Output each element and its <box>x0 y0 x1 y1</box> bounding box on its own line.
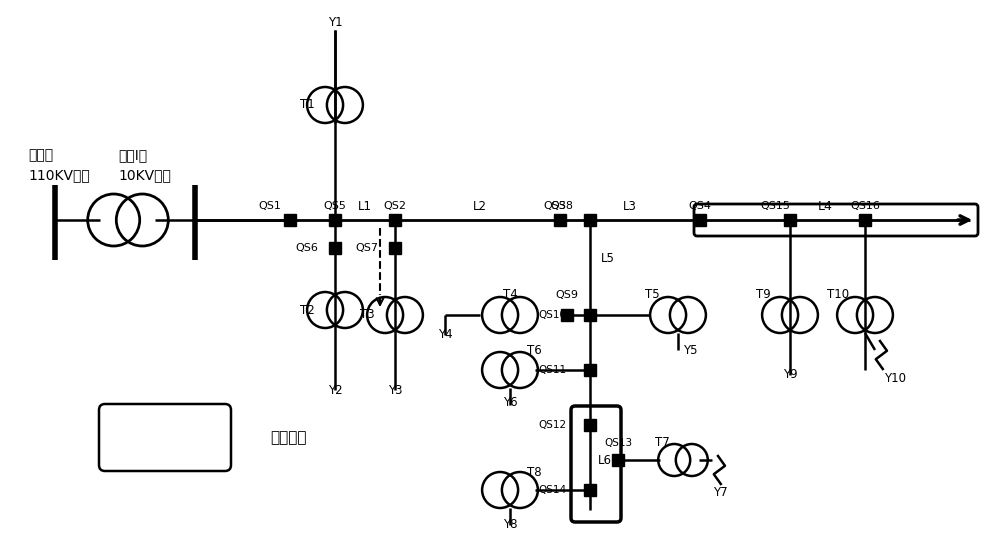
Text: Y10: Y10 <box>884 372 906 385</box>
Text: QS8: QS8 <box>550 201 574 211</box>
Text: L2: L2 <box>473 199 487 213</box>
Text: T1: T1 <box>300 99 314 112</box>
Bar <box>612 454 624 466</box>
Text: QS4: QS4 <box>688 201 712 211</box>
Text: Y9: Y9 <box>783 368 797 381</box>
Text: 东六I线: 东六I线 <box>118 148 147 162</box>
Text: 110KV母线: 110KV母线 <box>28 168 90 182</box>
Text: Y6: Y6 <box>503 396 517 409</box>
Bar <box>329 242 341 254</box>
Text: Y1: Y1 <box>328 15 342 28</box>
Text: QS11: QS11 <box>538 365 566 375</box>
Text: Y8: Y8 <box>503 518 517 531</box>
Text: 10KV母线: 10KV母线 <box>118 168 171 182</box>
Text: QS3: QS3 <box>544 201 566 211</box>
Bar <box>859 214 871 226</box>
Text: T10: T10 <box>827 288 849 301</box>
Text: T7: T7 <box>655 437 669 450</box>
Text: QS14: QS14 <box>538 485 566 495</box>
Text: Y2: Y2 <box>328 384 342 397</box>
Bar <box>584 309 596 321</box>
Bar <box>694 214 706 226</box>
Bar <box>389 214 401 226</box>
Text: QS2: QS2 <box>384 201 406 211</box>
Text: L4: L4 <box>818 199 832 213</box>
Bar <box>784 214 796 226</box>
Text: T2: T2 <box>300 304 314 317</box>
Bar <box>389 242 401 254</box>
Text: QS5: QS5 <box>324 201 346 211</box>
Bar <box>554 214 566 226</box>
Bar <box>284 214 296 226</box>
Bar <box>584 364 596 376</box>
Text: T6: T6 <box>527 343 541 356</box>
Text: T5: T5 <box>645 288 659 301</box>
Bar <box>584 484 596 496</box>
Text: QS15: QS15 <box>760 201 790 211</box>
Text: L3: L3 <box>623 199 637 213</box>
Text: L6: L6 <box>598 453 612 467</box>
Text: L1: L1 <box>358 199 372 213</box>
Text: QS13: QS13 <box>604 438 632 448</box>
Bar <box>329 214 341 226</box>
Text: T8: T8 <box>527 465 541 479</box>
Bar <box>584 419 596 431</box>
Text: L5: L5 <box>601 251 615 264</box>
Text: 停电区域: 停电区域 <box>270 431 306 445</box>
Text: QS16: QS16 <box>850 201 880 211</box>
Text: Y5: Y5 <box>683 343 697 356</box>
Text: T4: T4 <box>503 288 517 301</box>
Bar <box>584 214 596 226</box>
Text: QS6: QS6 <box>296 243 318 253</box>
Text: QS7: QS7 <box>356 243 378 253</box>
Text: QS9: QS9 <box>556 290 578 300</box>
Text: 东七站: 东七站 <box>28 148 53 162</box>
Text: Y7: Y7 <box>713 486 727 499</box>
Text: Y3: Y3 <box>388 384 402 397</box>
Text: Y4: Y4 <box>438 329 452 342</box>
Text: QS12: QS12 <box>538 420 566 430</box>
Text: T9: T9 <box>756 288 770 301</box>
Text: QS1: QS1 <box>259 201 281 211</box>
Text: QS10: QS10 <box>538 310 566 320</box>
Bar <box>561 309 573 321</box>
Text: T3: T3 <box>360 308 374 322</box>
